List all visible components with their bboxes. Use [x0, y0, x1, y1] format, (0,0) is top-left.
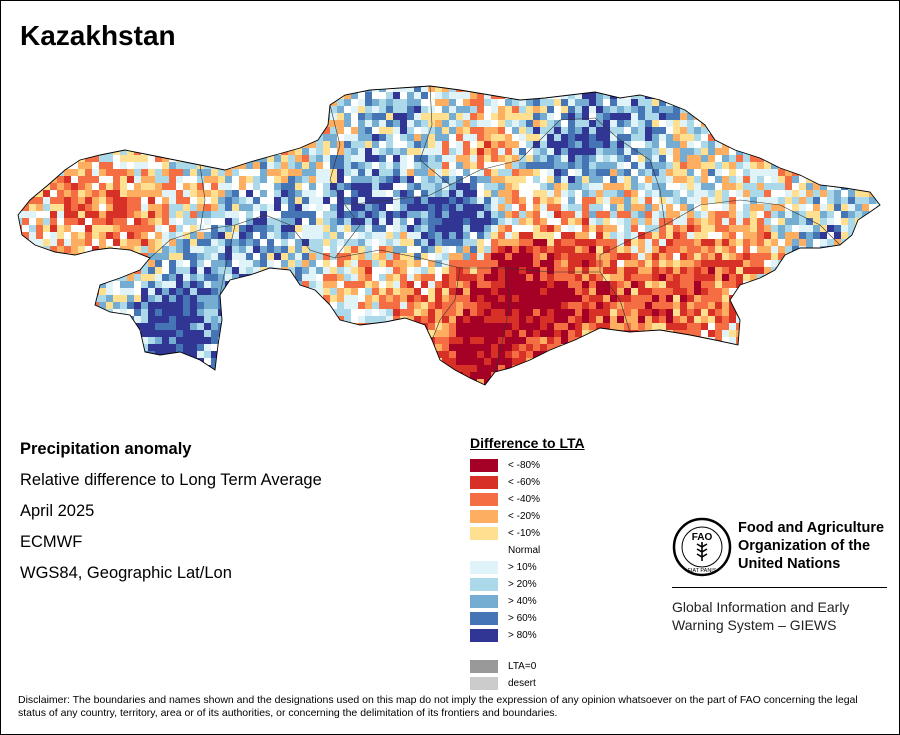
oblast-border	[199, 164, 206, 231]
page-title: Kazakhstan	[20, 20, 176, 51]
legend-row: desert	[470, 675, 585, 692]
legend-swatch	[470, 595, 498, 608]
legend-row: < -20%	[470, 508, 585, 525]
legend-swatch	[470, 629, 498, 642]
legend-items: < -80% < -60% < -40% < -20% < -10% Normal > 10…	[470, 457, 585, 644]
legend-swatch	[470, 493, 498, 506]
oblast-border	[219, 224, 236, 296]
legend-label: Normal	[508, 545, 541, 556]
map-info: Precipitation anomaly Relative differenc…	[20, 440, 322, 595]
legend-label: LTA=0	[508, 661, 537, 672]
legend-row: < -80%	[470, 457, 585, 474]
oblast-border	[594, 117, 666, 226]
oblast-border	[494, 267, 511, 373]
legend-swatch	[470, 660, 498, 673]
legend-row: > 80%	[470, 627, 585, 644]
oblast-border	[329, 104, 361, 259]
legend-swatch	[470, 476, 498, 489]
legend-row: < -60%	[470, 474, 585, 491]
legend-label: < -80%	[508, 460, 540, 471]
map-subtitle: Relative difference to Long Term Average	[20, 471, 322, 489]
legend: Difference to LTA < -80% < -60% < -40% < -2…	[470, 435, 585, 692]
fao-name-line1: Food and Agriculture	[738, 520, 885, 536]
legend-swatch	[470, 677, 498, 690]
oblast-border	[149, 214, 336, 259]
giews-line1: Global Information and Early	[672, 599, 850, 615]
legend-swatch	[470, 459, 498, 472]
oblast-border	[431, 267, 461, 341]
legend-label: < -60%	[508, 477, 540, 488]
fao-logo-icon: FAO FIAT PANIS	[672, 517, 732, 577]
map-heading: Precipitation anomaly	[20, 440, 192, 458]
legend-label: < -20%	[508, 511, 540, 522]
map-projection: WGS84, Geographic Lat/Lon	[20, 564, 232, 582]
giews-label: Global Information and Early Warning Sys…	[672, 598, 882, 634]
legend-swatch	[470, 561, 498, 574]
precipitation-anomaly-map	[17, 85, 881, 386]
legend-label: > 20%	[508, 579, 537, 590]
legend-title: Difference to LTA	[470, 435, 585, 451]
legend-label: < -10%	[508, 528, 540, 539]
oblast-border	[664, 199, 841, 246]
legend-label: > 80%	[508, 630, 537, 641]
legend-label: > 60%	[508, 613, 537, 624]
fao-seal-motto: FIAT PANIS	[687, 568, 716, 574]
fao-organization-name: Food and Agriculture Organization of the…	[738, 519, 898, 573]
legend-row: < -40%	[470, 491, 585, 508]
legend-row: > 60%	[470, 610, 585, 627]
legend-row: < -10%	[470, 525, 585, 542]
oblast-border	[599, 271, 631, 333]
anomaly-grid	[18, 86, 880, 385]
oblast-border	[599, 224, 666, 272]
logo-divider	[672, 587, 887, 588]
legend-row: LTA=0	[470, 658, 585, 675]
legend-row: > 20%	[470, 576, 585, 593]
fao-name-line2: Organization of the	[738, 538, 871, 554]
legend-label: > 10%	[508, 562, 537, 573]
oblast-border	[419, 86, 596, 186]
legend-label: desert	[508, 678, 536, 689]
legend-row: > 40%	[470, 593, 585, 610]
legend-extra: LTA=0 desert	[470, 658, 585, 692]
legend-swatch	[470, 510, 498, 523]
oblast-border	[344, 184, 451, 206]
legend-row: > 10%	[470, 559, 585, 576]
map-period: April 2025	[20, 502, 95, 520]
fao-name-line3: United Nations	[738, 556, 841, 572]
fao-seal-text: FAO	[692, 532, 713, 543]
legend-swatch	[470, 527, 498, 540]
legend-label: > 40%	[508, 596, 537, 607]
legend-swatch	[470, 578, 498, 591]
disclaimer: Disclaimer: The boundaries and names sho…	[18, 694, 858, 719]
giews-line2: Warning System – GIEWS	[672, 617, 837, 633]
admin-boundaries	[149, 86, 841, 373]
legend-row: Normal	[470, 542, 585, 559]
map-source: ECMWF	[20, 533, 83, 551]
legend-swatch	[470, 612, 498, 625]
legend-label: < -40%	[508, 494, 540, 505]
